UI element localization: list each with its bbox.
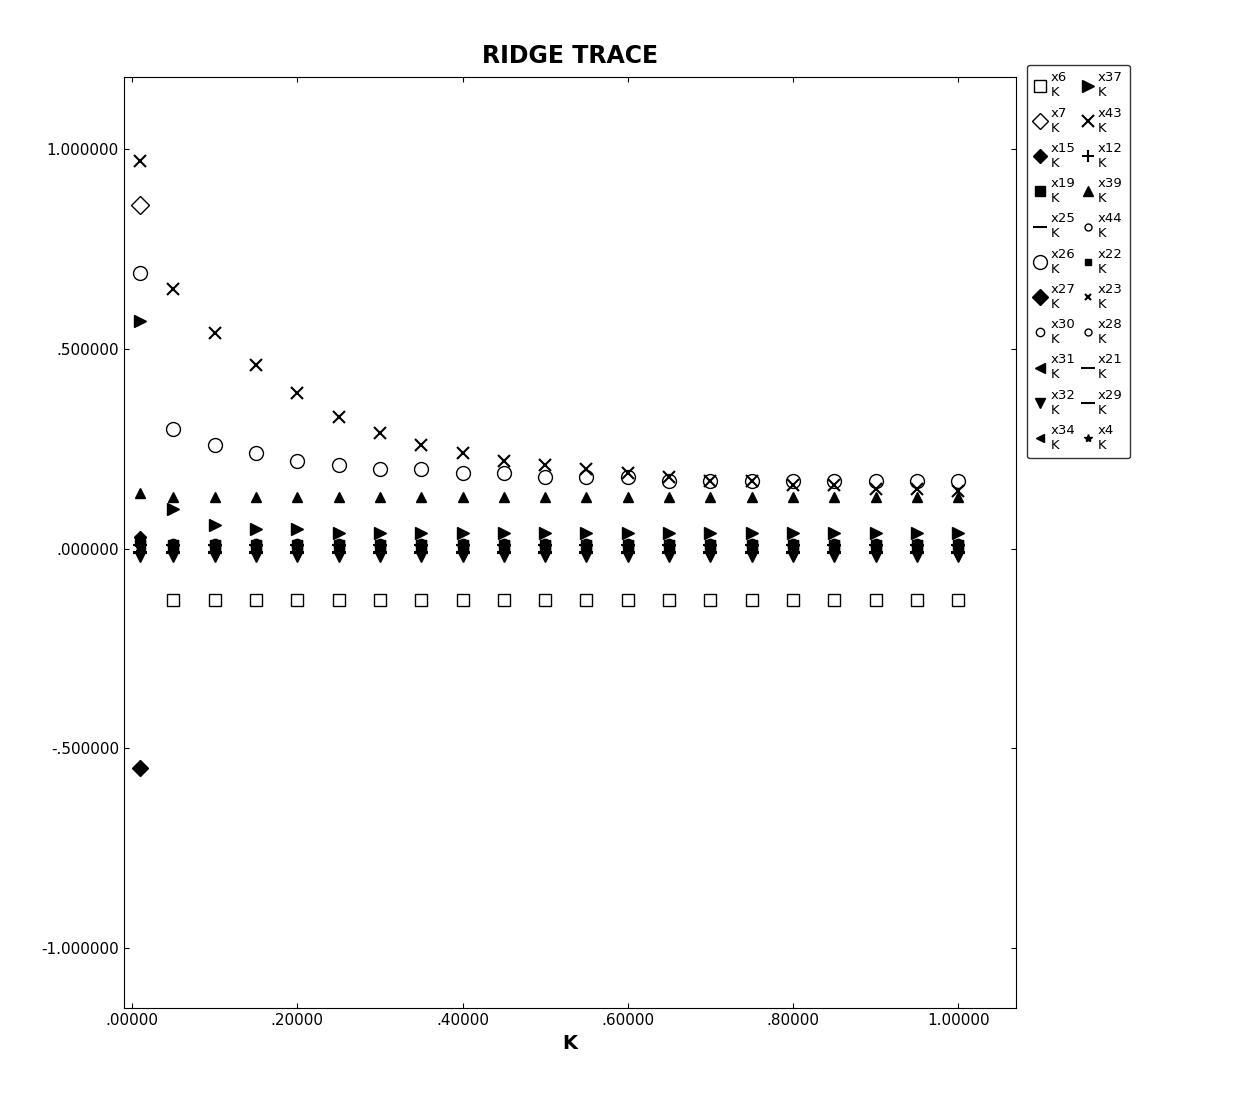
Title: RIDGE TRACE: RIDGE TRACE xyxy=(482,44,658,68)
Legend: x6
K, x7
K, x15
K, x19
K, x25
K, x26
K, x27
K, x30
K, x31
K, x32
K, x34
K, x37
K: x6 K, x7 K, x15 K, x19 K, x25 K, x26 K, … xyxy=(1027,65,1130,458)
X-axis label: K: K xyxy=(563,1034,577,1053)
